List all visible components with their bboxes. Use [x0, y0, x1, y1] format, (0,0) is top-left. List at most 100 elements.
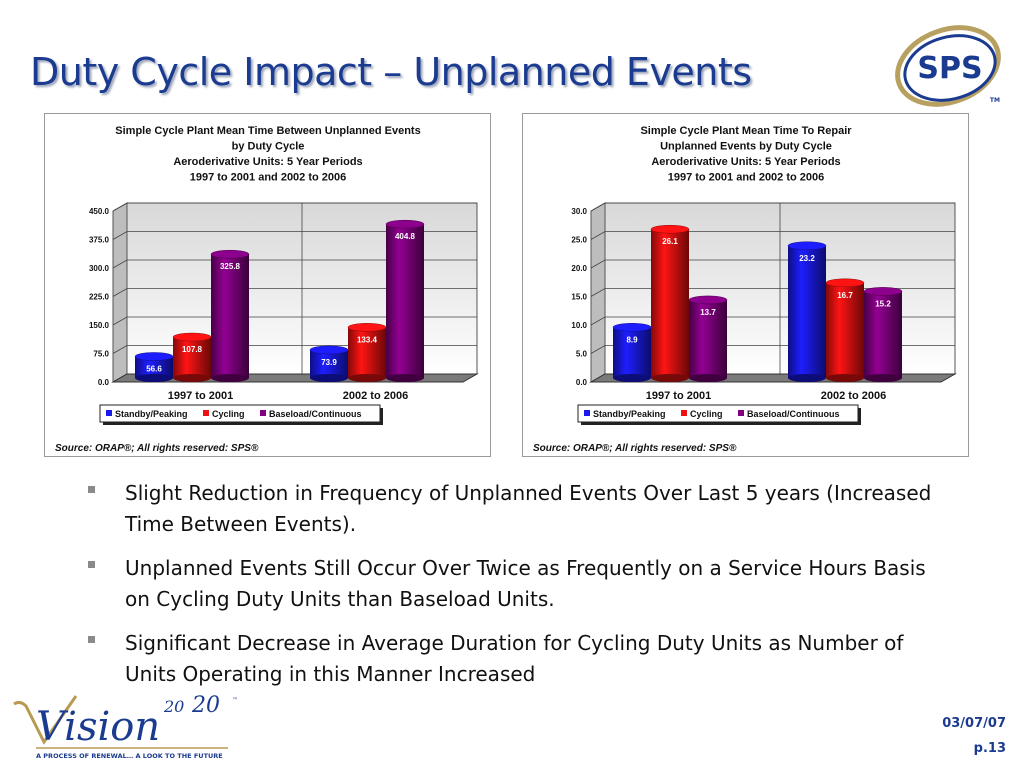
bar-cycling [650, 224, 690, 382]
chart-gridline [112, 288, 477, 297]
chart-source: Source: ORAP®; All rights reserved: SPS® [533, 443, 737, 454]
chart-mtbue: Simple Cycle Plant Mean Time Between Unp… [55, 125, 479, 454]
bullet-square-icon [88, 636, 95, 643]
chart-title-line: Unplanned Events by Duty Cycle [660, 141, 832, 153]
legend-swatch [260, 410, 266, 416]
chart-title-line: 1997 to 2001 and 2002 to 2006 [668, 172, 825, 184]
chart-panel-mttr: Simple Cycle Plant Mean Time To Repair Un… [522, 113, 969, 457]
chart-title-line: Simple Cycle Plant Mean Time To Repair [640, 125, 852, 137]
x-category-label: 2002 to 2006 [343, 390, 408, 402]
chart-title-line: Aeroderivative Units: 5 Year Periods [173, 156, 362, 168]
y-tick-label: 75.0 [93, 350, 109, 359]
vision-logo-tagline: A PROCESS OF RENEWAL… A LOOK TO THE FUTU… [36, 752, 223, 760]
bar-baseload-continuous [210, 249, 250, 382]
data-label: 13.7 [700, 308, 716, 317]
chart-gridline [112, 202, 477, 212]
y-tick-label: 300.0 [89, 264, 110, 273]
bar-cycling [172, 332, 212, 382]
legend-label: Standby/Peaking [115, 409, 188, 419]
chart-gridline [590, 259, 955, 269]
bar-baseload-continuous [688, 295, 728, 382]
bullet-text: Unplanned Events Still Occur Over Twice … [125, 556, 926, 611]
bullet-square-icon [88, 561, 95, 568]
legend-box [99, 404, 381, 423]
legend-label: Cycling [212, 409, 245, 419]
y-tick-label: 15.0 [571, 293, 587, 302]
bar-cycling [825, 278, 865, 382]
legend-label: Cycling [690, 409, 723, 419]
y-tick-label: 375.0 [89, 236, 110, 245]
chart-gridline [590, 231, 955, 240]
chart-title-line: Simple Cycle Plant Mean Time Between Unp… [115, 125, 420, 137]
chart-title-line: 1997 to 2001 and 2002 to 2006 [190, 172, 347, 184]
data-label: 8.9 [626, 335, 638, 344]
vision-logo-tm: ™ [232, 697, 238, 704]
x-category-label: 1997 to 2001 [646, 390, 711, 402]
bullet-item: Unplanned Events Still Occur Over Twice … [88, 553, 948, 615]
legend-label: Baseload/Continuous [747, 409, 840, 419]
data-label: 133.4 [357, 335, 378, 344]
vision-logo-year-b: 20 [191, 693, 220, 718]
data-label: 73.9 [321, 358, 337, 367]
x-category-label: 1997 to 2001 [168, 390, 233, 402]
y-tick-label: 0.0 [98, 378, 110, 387]
bar-baseload-continuous [385, 219, 425, 382]
y-tick-label: 225.0 [89, 293, 110, 302]
y-tick-label: 5.0 [576, 350, 588, 359]
legend-swatch [738, 410, 744, 416]
vision-logo-word: Vision [36, 704, 160, 750]
footer-date: 03/07/07 [942, 716, 1006, 731]
sps-logo-tm: TM [990, 97, 1000, 104]
legend-label: Standby/Peaking [593, 409, 666, 419]
bullet-list: Slight Reduction in Frequency of Unplann… [88, 478, 948, 703]
legend-swatch [681, 410, 687, 416]
chart-panel-mtbue: Simple Cycle Plant Mean Time Between Unp… [44, 113, 491, 457]
y-tick-label: 30.0 [571, 207, 587, 216]
bar-cycling [347, 323, 387, 382]
bullet-item: Slight Reduction in Frequency of Unplann… [88, 478, 948, 540]
data-label: 107.8 [182, 345, 203, 354]
bar-baseload-continuous [863, 287, 903, 382]
data-label: 404.8 [395, 232, 416, 241]
y-tick-label: 0.0 [576, 378, 588, 387]
bar-standby-peaking [309, 345, 349, 382]
bullet-item: Significant Decrease in Average Duration… [88, 628, 948, 690]
data-label: 15.2 [875, 299, 891, 308]
footer-page-number: p.13 [973, 741, 1006, 756]
chart-source: Source: ORAP®; All rights reserved: SPS® [55, 443, 259, 454]
legend-swatch [203, 410, 209, 416]
chart-gridline [112, 316, 477, 326]
y-tick-label: 20.0 [571, 264, 587, 273]
sps-logo-text: SPS [917, 51, 982, 86]
bar-standby-peaking [612, 323, 652, 382]
y-tick-label: 450.0 [89, 207, 110, 216]
vision-2020-logo: Vision 20 20 ™ A PROCESS OF RENEWAL… A L… [13, 693, 238, 760]
legend-swatch [106, 410, 112, 416]
chart-gridline [112, 259, 477, 269]
slide-title: Duty Cycle Impact – Unplanned Events [30, 50, 752, 94]
chart-title-line: Aeroderivative Units: 5 Year Periods [651, 156, 840, 168]
legend-swatch [584, 410, 590, 416]
data-label: 26.1 [662, 237, 678, 246]
chart-title-line: by Duty Cycle [232, 141, 305, 153]
bar-standby-peaking [787, 241, 827, 382]
legend-label: Baseload/Continuous [269, 409, 362, 419]
sps-logo: SPS TM [895, 25, 1001, 107]
bullet-square-icon [88, 486, 95, 493]
chart-gridline [590, 202, 955, 212]
bar-standby-peaking [134, 352, 174, 382]
x-category-label: 2002 to 2006 [821, 390, 886, 402]
bullet-text: Slight Reduction in Frequency of Unplann… [125, 481, 932, 536]
vision-logo-year-a: 20 [163, 697, 184, 716]
y-tick-label: 10.0 [571, 321, 587, 330]
bullet-text: Significant Decrease in Average Duration… [125, 631, 904, 686]
chart-mttr: Simple Cycle Plant Mean Time To Repair Un… [533, 125, 957, 454]
data-label: 23.2 [799, 254, 815, 263]
y-tick-label: 25.0 [571, 236, 587, 245]
y-tick-label: 150.0 [89, 321, 110, 330]
legend-box [577, 404, 859, 423]
data-label: 325.8 [220, 262, 241, 271]
chart-gridline [112, 231, 477, 240]
data-label: 56.6 [146, 364, 162, 373]
data-label: 16.7 [837, 291, 853, 300]
